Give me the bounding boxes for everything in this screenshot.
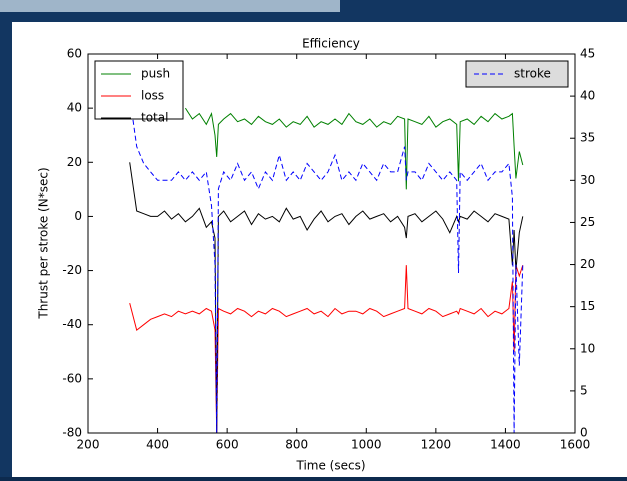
x-tick-label: 1400 <box>490 438 521 452</box>
x-tick-label: 800 <box>285 438 308 452</box>
x-tick-label: 600 <box>216 438 239 452</box>
y2-tick-label: 10 <box>580 341 595 355</box>
y2-tick-label: 25 <box>580 215 595 229</box>
y-tick-label: 20 <box>67 155 82 169</box>
x-tick-label: 1000 <box>351 438 382 452</box>
legend-label: loss <box>141 89 164 103</box>
y2-tick-label: 5 <box>580 383 588 397</box>
x-tick-label: 1200 <box>421 438 452 452</box>
legend <box>94 60 184 120</box>
x-axis-label: Time (secs) <box>295 459 365 473</box>
y-tick-label: -80 <box>62 426 82 440</box>
y-tick-label: -20 <box>62 263 82 277</box>
y-tick-label: -40 <box>62 317 82 331</box>
y-tick-label: 60 <box>67 47 82 61</box>
y2-tick-label: 0 <box>580 426 588 440</box>
y2-tick-label: 35 <box>580 131 595 145</box>
legend-label: stroke <box>514 67 551 81</box>
x-tick-label: 200 <box>77 438 100 452</box>
y-tick-label: 0 <box>74 209 82 223</box>
x-tick-label: 400 <box>146 438 169 452</box>
series-line <box>184 107 524 190</box>
series-line <box>129 162 524 433</box>
y2-tick-label: 15 <box>580 299 595 313</box>
chart-title: Efficiency <box>302 37 360 51</box>
plot-frame <box>87 53 576 434</box>
series-line <box>129 96 524 433</box>
series-line <box>129 265 524 433</box>
texture <box>0 0 340 12</box>
y-tick-label: 40 <box>67 101 82 115</box>
y2-tick-label: 30 <box>580 173 595 187</box>
y2-tick-label: 40 <box>580 89 595 103</box>
x-tick-label: 1600 <box>560 438 591 452</box>
y2-tick-label: 45 <box>580 47 595 61</box>
y2-tick-label: 20 <box>580 257 595 271</box>
legend-label: total <box>141 111 168 125</box>
y-tick-label: -60 <box>62 371 82 385</box>
y-axis-label: Thrust per stroke (N*sec) <box>37 167 51 319</box>
legend-label: push <box>141 67 170 81</box>
